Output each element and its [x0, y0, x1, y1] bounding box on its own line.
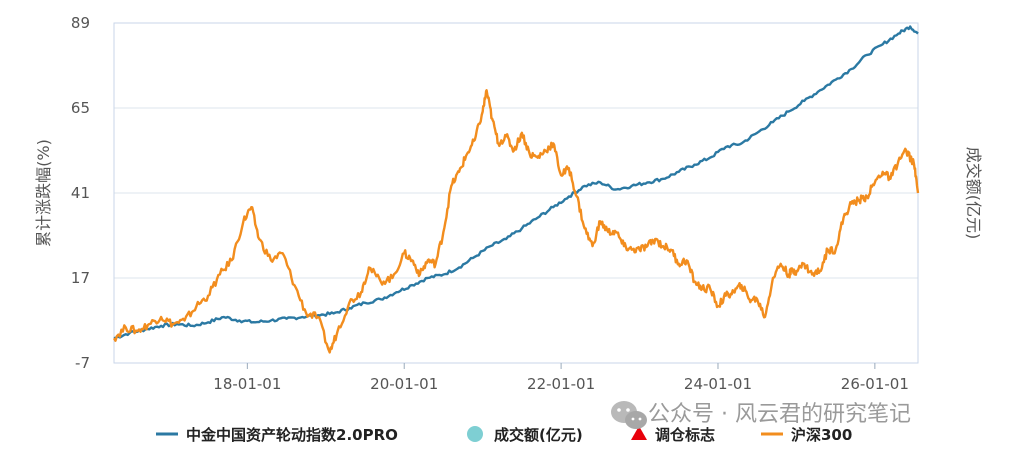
legend-marker [631, 426, 647, 440]
x-tick-label: 18-01-01 [213, 375, 281, 393]
x-tick-label: 22-01-01 [527, 375, 595, 393]
legend: 中金中国资产轮动指数2.0PRO 成交额(亿元) 调仓标志 沪深300 [156, 426, 852, 444]
y-tick-label: 41 [71, 184, 90, 202]
x-tick-label: 20-01-01 [370, 375, 438, 393]
legend-label: 调仓标志 [655, 426, 715, 444]
wechat-icon [611, 401, 647, 429]
y-axis-title-left: 累计涨跌幅(%) [34, 139, 53, 247]
series-line [112, 89, 920, 354]
y-tick-label: -7 [75, 354, 90, 372]
series-lines [112, 25, 920, 354]
y-axis-title-right: 成交额(亿元) [964, 147, 983, 240]
watermark-text: 公众号 · 风云君的研究笔记 [648, 402, 911, 427]
x-axis-ticks: 18-01-01 20-01-01 22-01-01 24-01-01 26-01-01 [213, 363, 909, 393]
legend-marker [467, 426, 483, 442]
watermark: 公众号 · 风云君的研究笔记 [611, 401, 911, 429]
y-tick-label: 89 [71, 14, 90, 32]
y-tick-label: 65 [71, 99, 90, 117]
y-axis-ticks: 89 65 41 17 -7 [71, 14, 90, 372]
x-tick-label: 24-01-01 [684, 375, 752, 393]
y-tick-label: 17 [71, 269, 90, 287]
legend-label: 中金中国资产轮动指数2.0PRO [186, 426, 398, 444]
x-tick-label: 26-01-01 [841, 375, 909, 393]
series-line [113, 25, 919, 340]
legend-label: 沪深300 [791, 426, 852, 444]
legend-label: 成交额(亿元) [494, 426, 583, 444]
